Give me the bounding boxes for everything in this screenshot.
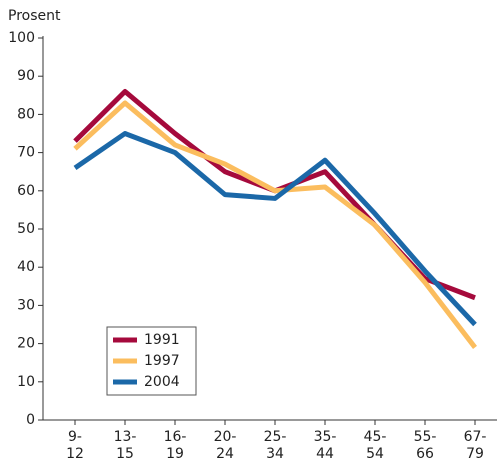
y-tick-label: 80: [17, 106, 35, 122]
x-tick-label-line: 16-: [164, 429, 187, 445]
x-tick-label-line: 44: [316, 446, 334, 462]
y-tick-label: 40: [17, 259, 35, 275]
x-tick-label: 20-24: [214, 429, 237, 462]
series-line: [73, 88, 476, 301]
legend-label: 2004: [144, 374, 180, 390]
y-tick-label: 50: [17, 221, 35, 237]
x-tick-label-line: 15: [116, 446, 134, 462]
x-tick-label: 9-12: [66, 429, 84, 462]
x-tick-label-line: 12: [66, 446, 84, 462]
x-tick-label-line: 9-: [68, 429, 82, 445]
series-line: [73, 100, 477, 349]
y-tick-label: 20: [17, 336, 35, 352]
y-tick-label: 100: [8, 30, 35, 46]
x-tick-label-line: 34: [266, 446, 284, 462]
y-tick-label: 10: [17, 374, 35, 390]
y-tick-label: 60: [17, 183, 35, 199]
legend-label: 1991: [144, 332, 180, 348]
x-tick-label-line: 24: [216, 446, 234, 462]
x-tick-label-line: 45-: [364, 429, 387, 445]
x-tick-label: 55-66: [414, 429, 437, 462]
y-axis-label: Prosent: [8, 8, 61, 24]
x-tick-label: 16-19: [164, 429, 187, 462]
series-line: [73, 131, 477, 327]
x-tick-label-line: 35-: [314, 429, 337, 445]
legend-label: 1997: [144, 353, 180, 369]
x-tick-label-line: 54: [366, 446, 384, 462]
x-tick-label: 67-79: [464, 429, 487, 462]
x-tick-label-line: 66: [416, 446, 434, 462]
x-tick-label: 35-44: [314, 429, 337, 462]
x-tick-label-line: 55-: [414, 429, 437, 445]
x-tick-label-line: 20-: [214, 429, 237, 445]
y-tick-label: 30: [17, 297, 35, 313]
y-tick-label: 70: [17, 145, 35, 161]
x-tick-label: 25-34: [264, 429, 287, 462]
x-tick-label-line: 13-: [114, 429, 137, 445]
x-tick-label-line: 25-: [264, 429, 287, 445]
y-tick-label: 90: [17, 68, 35, 84]
x-tick-label-line: 67-: [464, 429, 487, 445]
x-tick-label: 45-54: [364, 429, 387, 462]
x-tick-label-line: 19: [166, 446, 184, 462]
y-tick-label: 0: [26, 412, 35, 428]
x-tick-label-line: 79: [466, 446, 484, 462]
x-tick-label: 13-15: [114, 429, 137, 462]
